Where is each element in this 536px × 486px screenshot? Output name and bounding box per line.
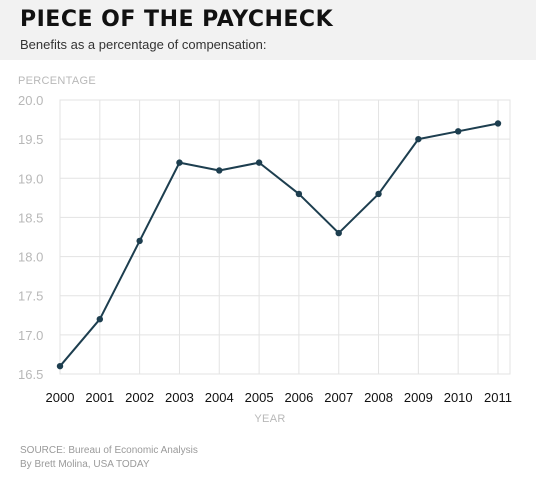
data-point xyxy=(96,316,104,323)
x-tick-label: 2001 xyxy=(85,390,114,405)
data-point xyxy=(176,159,183,166)
y-tick-labels: 16.5 17.0 17.5 18.0 18.5 19.0 19.5 20.0 xyxy=(18,93,43,382)
x-tick-label: 2010 xyxy=(444,390,473,405)
y-tick-label: 17.0 xyxy=(18,328,43,343)
plot-frame xyxy=(59,99,511,375)
y-tick-label: 18.5 xyxy=(18,210,43,225)
x-tick-label: 2005 xyxy=(245,390,274,405)
y-axis-label: PERCENTAGE xyxy=(18,75,96,87)
x-tick-label: 2008 xyxy=(364,390,393,405)
data-point xyxy=(454,128,462,135)
chart-subtitle: Benefits as a percentage of compensation… xyxy=(20,37,267,52)
line-chart: PERCENTAGE 16.5 17.0 17.5 18.0 18.5 19.0 19.5 2… xyxy=(18,75,512,425)
y-tick-label: 19.0 xyxy=(18,171,43,186)
x-tick-label: 2003 xyxy=(165,390,194,405)
x-tick-label: 2006 xyxy=(284,390,313,405)
data-point xyxy=(295,190,303,198)
y-tick-label: 19.5 xyxy=(18,132,43,147)
footer: SOURCE: Bureau of Economic Analysis By B… xyxy=(20,444,198,472)
grid xyxy=(59,99,511,375)
data-point xyxy=(375,190,382,198)
x-tick-label: 2000 xyxy=(46,390,75,405)
y-tick-label: 20.0 xyxy=(18,93,43,108)
header-band: PIECE OF THE PAYCHECK Benefits as a perc… xyxy=(0,0,536,60)
byline: By Brett Molina, USA TODAY xyxy=(20,459,150,470)
data-point xyxy=(56,362,64,370)
y-tick-label: 17.5 xyxy=(18,289,43,304)
series xyxy=(56,120,502,370)
chart-title: PIECE OF THE PAYCHECK xyxy=(20,7,334,32)
source-note: SOURCE: Bureau of Economic Analysis xyxy=(20,445,198,456)
data-point xyxy=(415,135,422,143)
x-tick-label: 2002 xyxy=(125,390,154,405)
data-point xyxy=(335,229,342,237)
x-tick-label: 2004 xyxy=(205,390,234,405)
x-axis-label: YEAR xyxy=(254,413,285,425)
data-point xyxy=(255,159,263,166)
data-point xyxy=(494,120,502,127)
x-tick-label: 2007 xyxy=(324,390,353,405)
x-tick-label: 2011 xyxy=(484,390,512,405)
data-point xyxy=(136,237,143,245)
y-tick-label: 16.5 xyxy=(18,367,43,382)
x-tick-label: 2009 xyxy=(404,390,433,405)
y-tick-label: 18.0 xyxy=(18,250,43,265)
series-line xyxy=(59,122,499,367)
data-point xyxy=(216,167,223,174)
x-tick-labels: 2000 2001 2002 2003 2004 2005 2006 2007 2008 2009… xyxy=(46,390,512,405)
